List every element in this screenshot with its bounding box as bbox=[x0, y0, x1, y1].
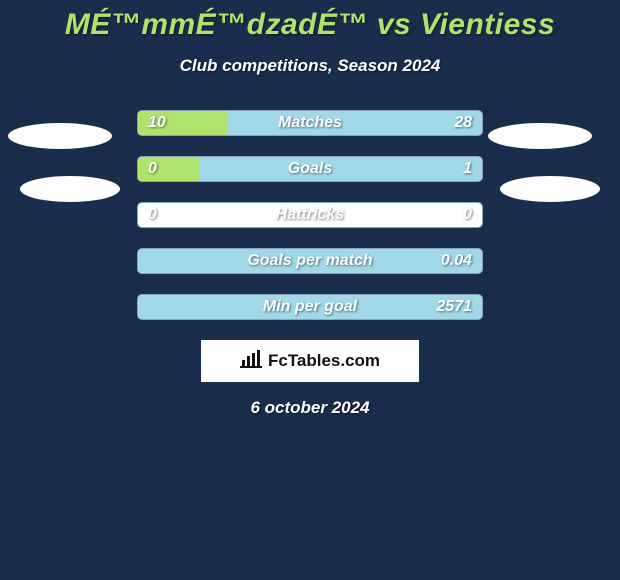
stat-row: 1028Matches bbox=[0, 110, 620, 136]
stat-row: 01Goals bbox=[0, 156, 620, 182]
stat-bar: 0.04Goals per match bbox=[137, 248, 483, 274]
stat-bar-left-fill bbox=[138, 111, 227, 135]
stat-bar: 1028Matches bbox=[137, 110, 483, 136]
stat-bar-right-fill bbox=[138, 295, 482, 319]
comparison-card: MÉ™mmÉ™dzadÉ™ vs Vientiess Club competit… bbox=[0, 0, 620, 580]
logo-text: FcTables.com bbox=[268, 351, 380, 371]
stat-value-right: 0 bbox=[463, 206, 472, 224]
stat-name: Hattricks bbox=[276, 206, 344, 224]
stat-row: 0.04Goals per match bbox=[0, 248, 620, 274]
stat-bar-left-fill bbox=[138, 157, 200, 181]
stat-bar: 2571Min per goal bbox=[137, 294, 483, 320]
stat-bar-right-fill bbox=[200, 157, 482, 181]
stat-bar-right-fill bbox=[138, 249, 482, 273]
chart-icon bbox=[240, 350, 262, 373]
card-date: 6 october 2024 bbox=[0, 398, 620, 418]
stat-value-left: 0 bbox=[148, 206, 157, 224]
logo-box: FcTables.com bbox=[201, 340, 419, 382]
stat-bar: 0 0 Hattricks bbox=[137, 202, 483, 228]
card-subtitle: Club competitions, Season 2024 bbox=[0, 56, 620, 76]
stat-bar: 01Goals bbox=[137, 156, 483, 182]
stat-row: 0 0 Hattricks bbox=[0, 202, 620, 228]
card-title: MÉ™mmÉ™dzadÉ™ vs Vientiess bbox=[0, 0, 620, 42]
stat-bar-right-fill bbox=[227, 111, 482, 135]
stat-row: 2571Min per goal bbox=[0, 294, 620, 320]
